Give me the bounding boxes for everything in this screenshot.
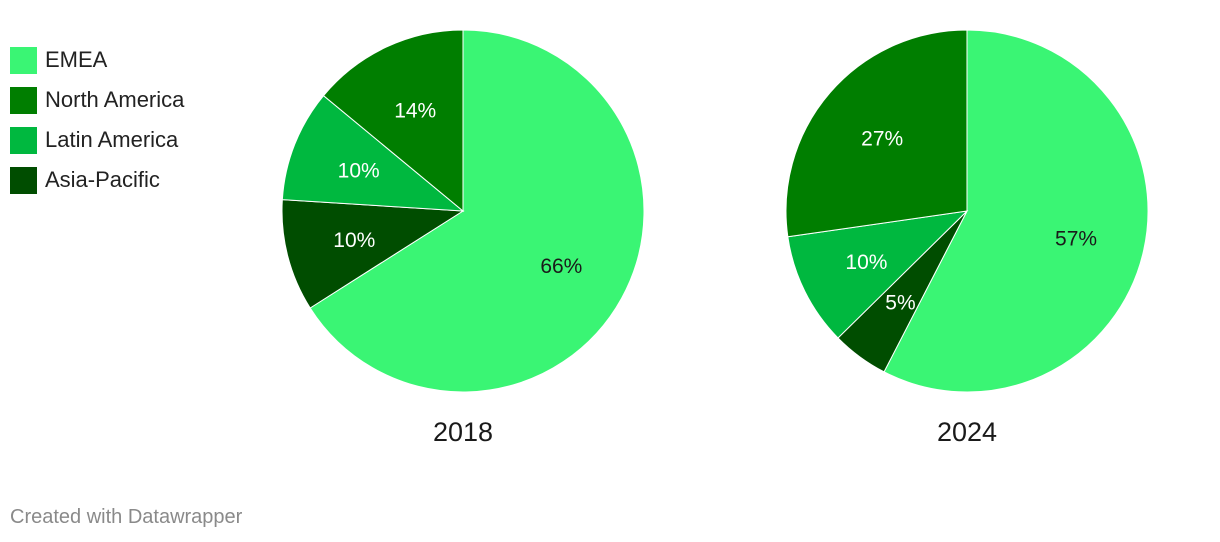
legend-label: Asia-Pacific bbox=[45, 167, 160, 192]
legend-item-emea: EMEA bbox=[10, 40, 184, 80]
footer-credit: Created with Datawrapper bbox=[10, 506, 243, 528]
pie-slice-latin-america bbox=[787, 210, 969, 339]
pie-slice-emea bbox=[883, 29, 1149, 393]
legend-swatch bbox=[10, 46, 37, 74]
slice-value-label: 10% bbox=[338, 160, 380, 183]
legend: EMEA North America Latin America Asia-Pa… bbox=[10, 40, 184, 200]
pie-title: 2024 bbox=[937, 417, 997, 447]
pie-slice-emea bbox=[309, 29, 645, 393]
legend-item-north-america: North America bbox=[10, 80, 184, 120]
pie-chart-2018: 66% 10% 10% 14% 2018 bbox=[281, 29, 645, 447]
pie-slice-latin-america bbox=[281, 94, 465, 212]
pie-title: 2018 bbox=[433, 417, 493, 447]
legend-label: Latin America bbox=[45, 127, 179, 152]
slice-value-label: 14% bbox=[394, 99, 436, 122]
slice-value-label: 57% bbox=[1055, 227, 1097, 250]
pie-chart-2024: 57% 5% 10% 27% 2024 bbox=[785, 29, 1149, 447]
legend-label: EMEA bbox=[45, 47, 108, 72]
slice-value-label: 10% bbox=[845, 251, 887, 274]
slice-value-label: 27% bbox=[861, 128, 903, 151]
pie-slice-north-america bbox=[785, 29, 968, 238]
pie-slice-asia-pacific bbox=[281, 199, 465, 309]
slice-value-label: 10% bbox=[333, 229, 375, 252]
legend-item-asia-pacific: Asia-Pacific bbox=[10, 160, 184, 200]
legend-swatch bbox=[10, 86, 37, 114]
legend-swatch bbox=[10, 166, 37, 194]
legend-swatch bbox=[10, 126, 37, 154]
slice-value-label: 5% bbox=[885, 291, 915, 314]
pie-slice-north-america bbox=[322, 29, 464, 213]
slice-value-label: 66% bbox=[540, 255, 582, 278]
legend-item-latin-america: Latin America bbox=[10, 120, 184, 160]
legend-label: North America bbox=[45, 87, 185, 112]
